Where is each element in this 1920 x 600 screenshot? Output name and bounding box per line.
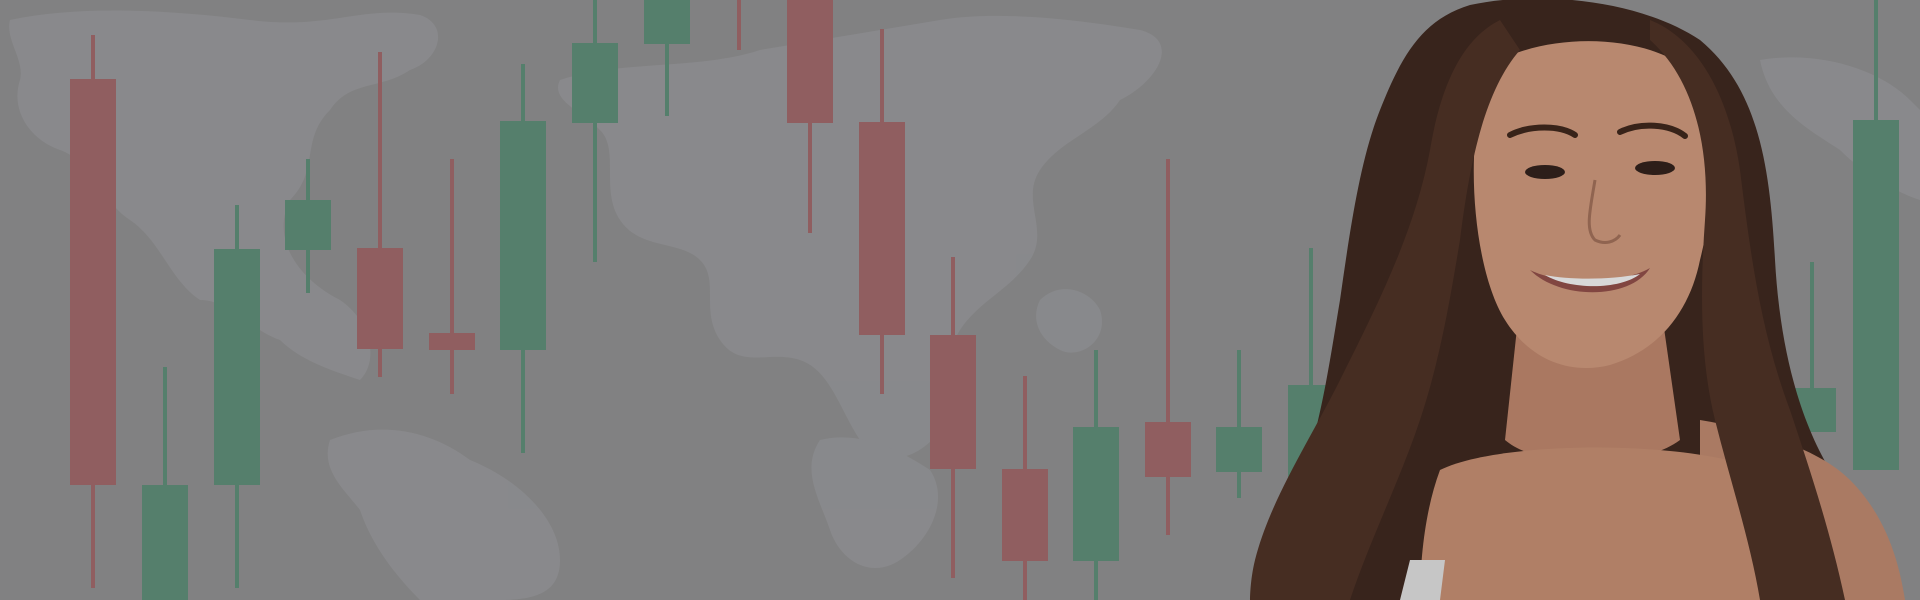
candle <box>357 52 403 377</box>
candle <box>429 159 475 394</box>
woman-portrait-image <box>1250 0 1905 600</box>
candle <box>572 0 618 262</box>
candle <box>737 0 741 50</box>
candle <box>1216 350 1262 498</box>
candle <box>214 205 260 588</box>
candle <box>859 29 905 394</box>
candle <box>930 257 976 578</box>
candle <box>1002 376 1048 600</box>
candle <box>1853 0 1899 470</box>
candle <box>500 64 546 453</box>
candle <box>1073 350 1119 600</box>
candle <box>1145 159 1191 535</box>
candle <box>285 159 331 293</box>
candle <box>142 367 188 600</box>
candle <box>70 35 116 588</box>
candlestick-chart-decoration <box>70 0 1899 600</box>
candle <box>787 0 833 233</box>
candle <box>644 0 690 116</box>
